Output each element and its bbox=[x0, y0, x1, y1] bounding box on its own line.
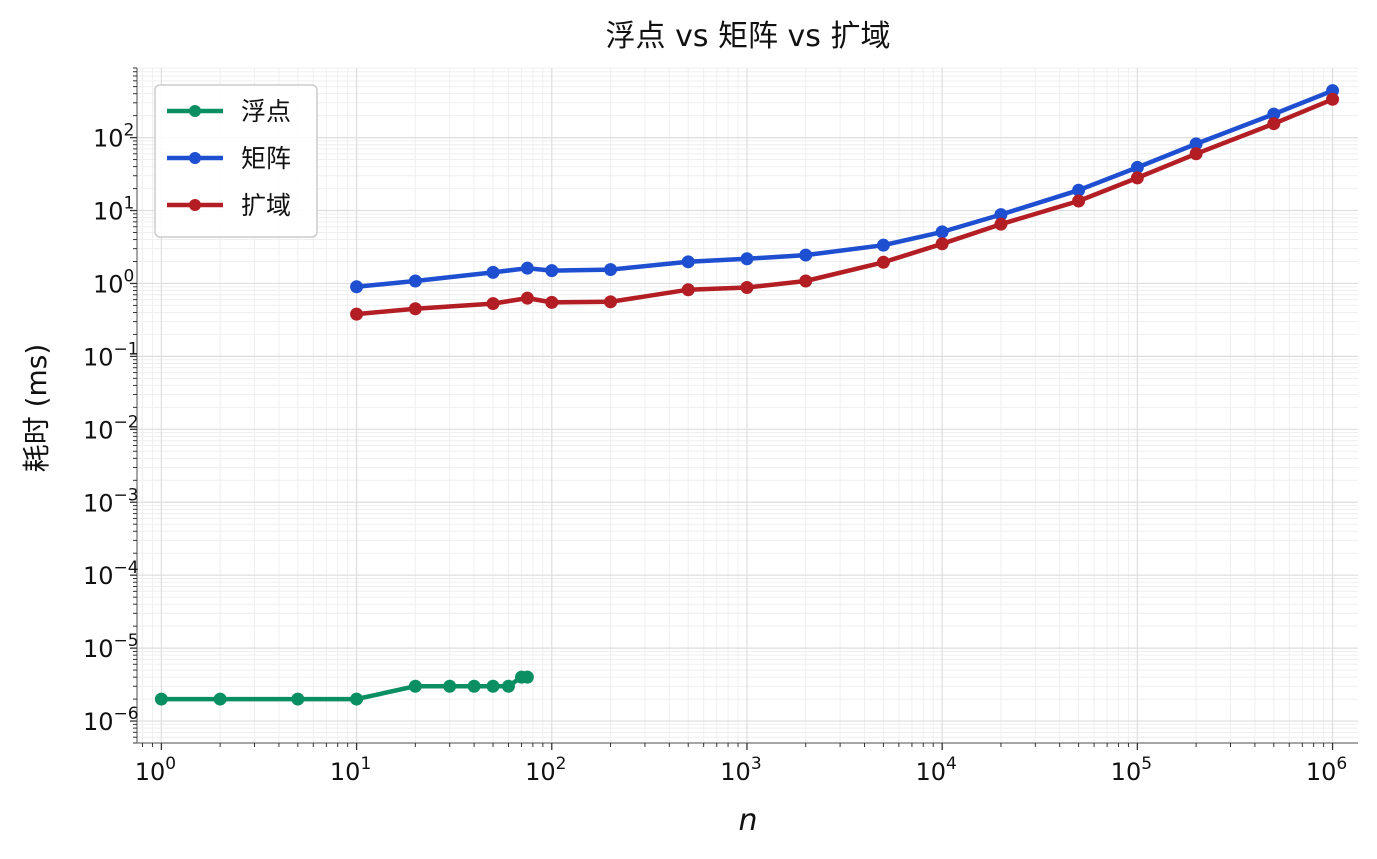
legend-marker bbox=[189, 199, 201, 211]
data-point bbox=[350, 280, 364, 294]
series-layer bbox=[154, 84, 1340, 706]
y-tick-label: 100 bbox=[93, 266, 134, 298]
data-point bbox=[1130, 160, 1144, 174]
x-axis-label: n bbox=[738, 803, 757, 838]
data-point bbox=[520, 670, 534, 684]
data-point bbox=[740, 281, 754, 295]
x-tick-label: 101 bbox=[330, 754, 371, 786]
data-point bbox=[486, 297, 500, 311]
data-point bbox=[213, 692, 227, 706]
legend-item-float: 浮点 bbox=[167, 97, 291, 126]
legend-marker bbox=[189, 105, 201, 117]
x-tick-label: 100 bbox=[135, 754, 176, 786]
x-tick-label: 102 bbox=[525, 754, 566, 786]
data-point bbox=[443, 679, 457, 693]
y-tick-label: 102 bbox=[93, 121, 134, 153]
legend-label: 扩域 bbox=[241, 191, 291, 220]
chart-title: 浮点 vs 矩阵 vs 扩域 bbox=[606, 19, 891, 54]
data-point bbox=[291, 692, 305, 706]
legend-marker bbox=[189, 152, 201, 164]
series-2 bbox=[350, 92, 1340, 321]
legend-frame bbox=[154, 84, 318, 238]
data-point bbox=[681, 255, 695, 269]
y-tick-label: 10−1 bbox=[83, 339, 139, 371]
x-tick-label: 106 bbox=[1306, 754, 1347, 786]
x-tick-label: 103 bbox=[720, 754, 761, 786]
data-point bbox=[501, 679, 515, 693]
ticks: 100 101 102 103 104 105 106 10−6 10−5 10−4 10−3 10−… bbox=[83, 67, 1347, 786]
data-point bbox=[350, 307, 364, 321]
y-tick-label: 10−2 bbox=[83, 412, 139, 444]
data-point bbox=[1189, 137, 1203, 151]
data-point bbox=[1072, 183, 1086, 197]
data-point bbox=[681, 283, 695, 297]
data-point bbox=[408, 679, 422, 693]
data-point bbox=[799, 274, 813, 288]
data-point bbox=[154, 692, 168, 706]
data-point bbox=[545, 295, 559, 309]
data-point bbox=[740, 252, 754, 266]
y-tick-label: 10−4 bbox=[83, 558, 139, 590]
y-tick-label: 10−5 bbox=[83, 631, 139, 663]
data-point bbox=[994, 217, 1008, 231]
data-point bbox=[1267, 107, 1281, 121]
data-point bbox=[545, 264, 559, 278]
y-tick-label: 10−6 bbox=[83, 704, 139, 736]
data-point bbox=[935, 225, 949, 239]
data-point bbox=[467, 679, 481, 693]
data-point bbox=[994, 208, 1008, 222]
major-grid bbox=[137, 68, 1358, 743]
series-0 bbox=[154, 670, 534, 706]
legend-label: 浮点 bbox=[241, 97, 291, 126]
data-point bbox=[1267, 117, 1281, 131]
x-tick-label: 104 bbox=[915, 754, 956, 786]
series-line bbox=[354, 97, 1335, 317]
data-point bbox=[408, 302, 422, 316]
legend-item-field-extension: 扩域 bbox=[167, 191, 291, 220]
data-point bbox=[876, 238, 890, 252]
data-point bbox=[486, 265, 500, 279]
data-point bbox=[486, 679, 500, 693]
data-point bbox=[520, 261, 534, 275]
data-point bbox=[876, 255, 890, 269]
data-point bbox=[350, 692, 364, 706]
legend: 浮点 矩阵 扩域 bbox=[154, 84, 318, 238]
legend-label: 矩阵 bbox=[241, 144, 291, 173]
data-point bbox=[935, 237, 949, 251]
data-point bbox=[1072, 194, 1086, 208]
data-point bbox=[604, 295, 618, 309]
data-point bbox=[799, 248, 813, 262]
legend-item-matrix: 矩阵 bbox=[167, 144, 291, 173]
series-1 bbox=[350, 84, 1340, 294]
y-tick-label: 101 bbox=[93, 194, 134, 226]
data-point bbox=[1189, 147, 1203, 161]
data-point bbox=[408, 274, 422, 288]
data-point bbox=[1130, 171, 1144, 185]
x-tick-label: 105 bbox=[1111, 754, 1152, 786]
y-axis-label: 耗时 (ms) bbox=[20, 344, 53, 473]
data-point bbox=[520, 291, 534, 305]
data-point bbox=[604, 263, 618, 277]
y-tick-label: 10−3 bbox=[83, 485, 139, 517]
data-point bbox=[1326, 92, 1340, 106]
